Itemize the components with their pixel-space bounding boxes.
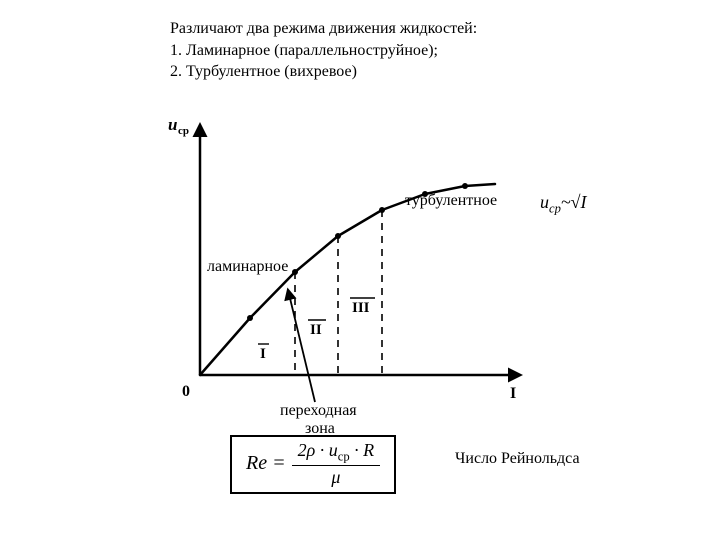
svg-text:u: u	[168, 115, 177, 134]
reynolds-label: Число Рейнольдса	[455, 450, 580, 468]
flow-regime-chart: IIIIIIuср0I турбулентное ламинарное пере…	[160, 100, 540, 410]
svg-text:I: I	[510, 385, 516, 402]
svg-text:ср: ср	[178, 125, 189, 137]
reynolds-formula: Re = 2ρ · uср · R μ	[230, 435, 396, 494]
reynolds-lhs: Re =	[246, 452, 286, 475]
reynolds-fraction: 2ρ · uср · R μ	[292, 441, 381, 486]
reynolds-numerator: 2ρ · uср · R	[292, 441, 381, 466]
header-line3: 2. Турбулентное (вихревое)	[170, 61, 477, 83]
chart-svg: IIIIIIuср0I	[160, 100, 540, 410]
header-text: Различают два режима движения жидкостей:…	[170, 18, 477, 83]
label-laminar: ламинарное	[207, 258, 288, 276]
label-transition-1: переходная	[280, 402, 357, 420]
svg-text:0: 0	[182, 383, 190, 400]
side-formula: uср~√I	[540, 192, 587, 217]
header-line1: Различают два режима движения жидкостей:	[170, 18, 477, 40]
reynolds-denominator: μ	[292, 466, 381, 486]
svg-text:III: III	[352, 300, 370, 316]
svg-text:II: II	[310, 322, 322, 338]
svg-text:I: I	[260, 346, 266, 362]
label-turbulent: турбулентное	[405, 192, 497, 210]
header-line2: 1. Ламинарное (параллельноструйное);	[170, 40, 477, 62]
